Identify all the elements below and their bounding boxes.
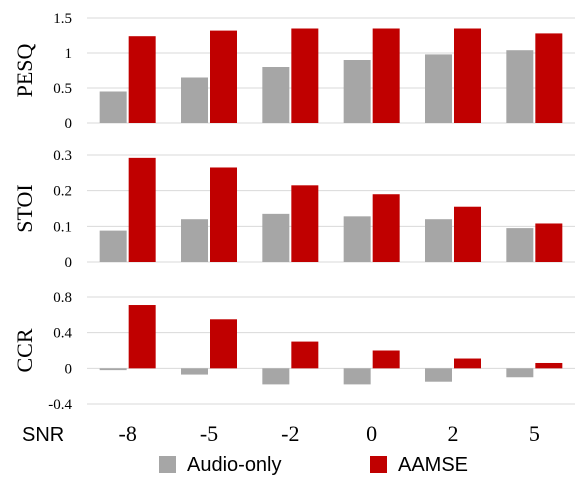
bar-audio-only bbox=[425, 54, 452, 123]
bar-aamse bbox=[535, 33, 563, 123]
bar-audio-only bbox=[425, 219, 452, 262]
bar-audio-only bbox=[343, 368, 371, 385]
y-tick-label: 0.5 bbox=[53, 81, 72, 97]
legend-label: Audio-only bbox=[187, 454, 282, 476]
y-axis-label: CCR bbox=[12, 328, 37, 372]
bar-aamse bbox=[128, 36, 156, 124]
y-tick-label: -0.4 bbox=[48, 397, 72, 413]
y-tick-label: 1 bbox=[65, 46, 73, 62]
y-tick-label: 0.3 bbox=[53, 148, 72, 164]
bar-audio-only bbox=[262, 368, 290, 385]
bar-aamse bbox=[210, 167, 237, 262]
bar-audio-only bbox=[262, 67, 290, 123]
y-tick-label: 1.5 bbox=[53, 11, 72, 27]
legend-label: AAMSE bbox=[398, 454, 468, 476]
legend-swatch bbox=[370, 456, 387, 473]
x-tick-label: 5 bbox=[529, 421, 540, 446]
bar-aamse bbox=[454, 206, 481, 262]
bar-audio-only bbox=[506, 228, 534, 262]
x-tick-label: -2 bbox=[281, 421, 299, 446]
bar-audio-only bbox=[99, 368, 127, 371]
bar-aamse bbox=[210, 30, 237, 124]
bar-audio-only bbox=[343, 60, 371, 123]
x-tick-label: -8 bbox=[119, 421, 137, 446]
bar-aamse bbox=[210, 319, 237, 369]
bar-aamse bbox=[454, 358, 481, 369]
x-tick-label: 0 bbox=[366, 421, 377, 446]
x-axis-label: SNR bbox=[22, 424, 64, 446]
y-axis-label: PESQ bbox=[12, 43, 37, 97]
bar-aamse bbox=[128, 305, 156, 369]
bar-audio-only bbox=[181, 77, 208, 123]
y-tick-label: 0 bbox=[65, 116, 73, 132]
bar-aamse bbox=[454, 28, 481, 123]
x-tick-label: -5 bbox=[200, 421, 218, 446]
y-tick-label: 0.2 bbox=[53, 184, 72, 200]
y-tick-label: 0.4 bbox=[53, 326, 72, 342]
bar-audio-only bbox=[343, 216, 371, 262]
bar-audio-only bbox=[99, 91, 127, 123]
y-tick-label: 0.1 bbox=[53, 219, 72, 235]
bar-aamse bbox=[291, 341, 319, 369]
bar-audio-only bbox=[506, 50, 534, 124]
bar-audio-only bbox=[181, 368, 208, 375]
bar-aamse bbox=[372, 350, 400, 369]
bar-aamse bbox=[291, 28, 319, 123]
bar-audio-only bbox=[425, 368, 452, 382]
bar-aamse bbox=[372, 194, 400, 262]
legend-swatch bbox=[159, 456, 176, 473]
bar-aamse bbox=[535, 223, 563, 262]
bar-aamse bbox=[372, 28, 400, 123]
bar-aamse bbox=[291, 185, 319, 262]
bar-audio-only bbox=[262, 213, 290, 262]
bar-audio-only bbox=[506, 368, 534, 378]
y-axis-label: STOI bbox=[12, 184, 37, 233]
bar-aamse bbox=[535, 362, 563, 369]
x-tick-label: 2 bbox=[448, 421, 459, 446]
bar-aamse bbox=[128, 157, 156, 262]
y-tick-label: 0.8 bbox=[53, 290, 72, 306]
bar-audio-only bbox=[99, 230, 127, 262]
bar-audio-only bbox=[181, 219, 208, 262]
y-tick-label: 0 bbox=[65, 255, 73, 271]
y-tick-label: 0 bbox=[65, 361, 73, 377]
